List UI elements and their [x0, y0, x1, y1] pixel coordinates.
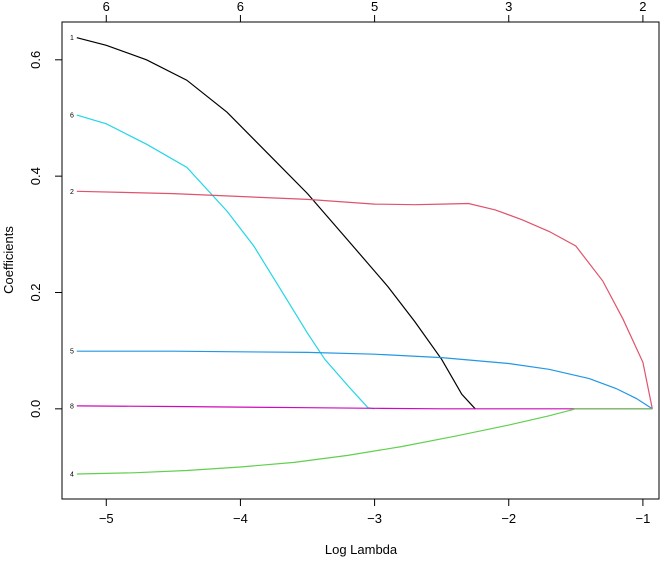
series-label-2: 2: [70, 189, 74, 196]
x-tick-label: −2: [501, 511, 516, 526]
series-line-8: [76, 405, 653, 410]
series-line-2: [76, 190, 653, 409]
x-axis: −5 −4 −3 −2 −1: [99, 498, 650, 526]
y-tick-label: 0.4: [28, 167, 43, 185]
series-lines: [76, 37, 653, 475]
top-tick-label: 5: [371, 0, 378, 14]
top-tick-label: 2: [639, 0, 646, 14]
series-label-5: 5: [70, 349, 74, 356]
top-tick-label: 6: [103, 0, 110, 14]
y-tick-label: 0.2: [28, 283, 43, 301]
series-line-6: [76, 114, 375, 410]
series-label-6: 6: [70, 113, 74, 120]
x-tick-label: −1: [635, 511, 650, 526]
series-line-1: [76, 37, 476, 410]
y-tick-label: 0.6: [28, 51, 43, 69]
series-end-labels: 1 6 2 5 8 4: [70, 35, 74, 478]
y-tick-label: 0.0: [28, 400, 43, 418]
x-tick-label: −4: [233, 511, 248, 526]
x-axis-title: Log Lambda: [325, 542, 398, 557]
top-tick-label: 6: [237, 0, 244, 14]
x-tick-label: −5: [99, 511, 114, 526]
top-axis-nonzero-counts: 6 6 5 3 2: [103, 0, 647, 23]
series-label-1: 1: [70, 35, 74, 42]
series-line-4: [76, 408, 653, 475]
y-axis-title: Coefficients: [1, 226, 16, 294]
series-label-8: 8: [70, 403, 74, 410]
y-axis: 0.0 0.2 0.4 0.6: [28, 51, 63, 418]
series-line-5: [76, 350, 653, 410]
top-tick-label: 3: [505, 0, 512, 14]
series-label-4: 4: [70, 471, 74, 478]
x-tick-label: −3: [367, 511, 382, 526]
plot-frame: [61, 21, 660, 500]
